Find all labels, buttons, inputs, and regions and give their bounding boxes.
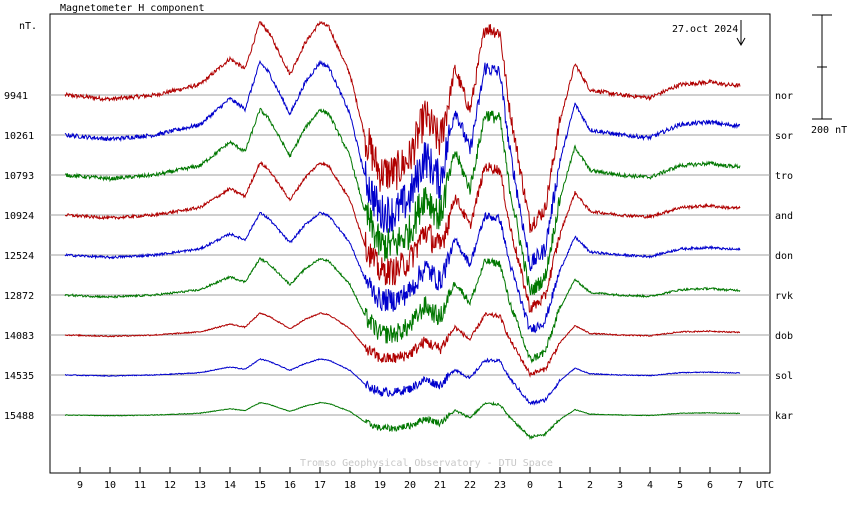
series-layer xyxy=(64,20,741,440)
x-tick-label: 4 xyxy=(647,480,653,491)
baseline-value-sor: 10261 xyxy=(4,131,34,142)
baseline-value-tro: 10793 xyxy=(4,171,34,182)
grid-layer xyxy=(50,94,770,416)
x-tick-label: 19 xyxy=(374,480,386,491)
station-label-nor: nor xyxy=(775,91,793,102)
plot-frame xyxy=(49,13,771,474)
x-tick-label: 23 xyxy=(494,480,506,491)
x-tick-label: 20 xyxy=(404,480,416,491)
x-tick-label: 12 xyxy=(164,480,176,491)
series-line-dob xyxy=(64,311,741,378)
y-unit-label: nT. xyxy=(19,21,37,32)
x-tick-label: 2 xyxy=(587,480,593,491)
series-line-and xyxy=(64,160,741,313)
station-label-tro: tro xyxy=(775,171,793,182)
x-tick-label: 13 xyxy=(194,480,206,491)
x-tick-label: 17 xyxy=(314,480,326,491)
baseline-value-dob: 14083 xyxy=(4,331,34,342)
x-tick-label: 6 xyxy=(707,480,713,491)
series-line-don xyxy=(64,211,741,334)
series-line-sol xyxy=(65,357,741,406)
date-label: 27.oct 2024 xyxy=(672,24,738,35)
x-tick-label: 16 xyxy=(284,480,296,491)
series-line-nor xyxy=(64,20,741,233)
credit-text: Tromso Geophysical Observatory - DTU Spa… xyxy=(300,458,553,469)
station-labels: 9941 nor 10261 sor 10793 tro 10924 and 12524 don 1… xyxy=(4,91,793,422)
chart-title: Magnetometer H component xyxy=(60,3,205,14)
station-label-sol: sol xyxy=(775,371,793,382)
x-tick-label: 14 xyxy=(224,480,236,491)
x-tick-label: 18 xyxy=(344,480,356,491)
series-line-sor xyxy=(64,59,741,272)
series-line-kar xyxy=(64,400,740,440)
baseline-value-don: 12524 xyxy=(4,251,34,262)
x-tick-label: 5 xyxy=(677,480,683,491)
x-tick-label: 10 xyxy=(104,480,116,491)
baseline-value-sol: 14535 xyxy=(4,371,34,382)
x-tick-label: 21 xyxy=(434,480,446,491)
scale-bar xyxy=(812,14,832,120)
x-tick-label: 0 xyxy=(527,480,533,491)
x-tick-label: 11 xyxy=(134,480,146,491)
scale-bar-label: 200 nT xyxy=(811,125,847,136)
station-label-dob: dob xyxy=(775,331,793,342)
date-arrow xyxy=(736,20,746,47)
station-label-kar: kar xyxy=(775,411,793,422)
x-unit-label: UTC xyxy=(756,480,774,491)
x-tick-label: 1 xyxy=(557,480,563,491)
series-line-rvk xyxy=(64,256,741,364)
baseline-value-kar: 15488 xyxy=(4,411,34,422)
station-label-rvk: rvk xyxy=(775,291,793,302)
series-line-tro xyxy=(64,107,741,296)
x-axis: 9 10 11 12 13 14 15 16 17 18 19 20 21 22 23 0 1 2 3 4 5 6 7 xyxy=(77,467,743,491)
x-tick-label: 9 xyxy=(77,480,83,491)
baseline-value-and: 10924 xyxy=(4,211,34,222)
station-label-don: don xyxy=(775,251,793,262)
station-label-and: and xyxy=(775,211,793,222)
x-tick-label: 3 xyxy=(617,480,623,491)
station-label-sor: sor xyxy=(775,131,793,142)
baseline-value-nor: 9941 xyxy=(4,91,28,102)
x-tick-label: 7 xyxy=(737,480,743,491)
baseline-value-rvk: 12872 xyxy=(4,291,34,302)
x-tick-label: 15 xyxy=(254,480,266,491)
x-tick-label: 22 xyxy=(464,480,476,491)
